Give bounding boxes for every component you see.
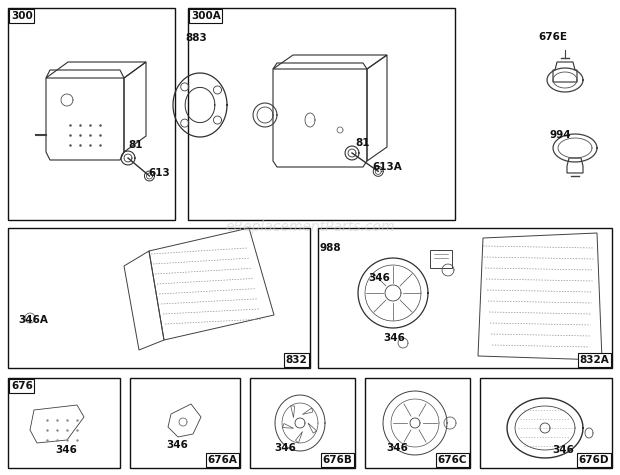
Text: 676D: 676D [578, 455, 609, 465]
Text: 613A: 613A [372, 162, 402, 172]
Bar [130, 378, 240, 468]
Text: 988: 988 [320, 243, 342, 253]
Text: 346A: 346A [18, 315, 48, 325]
Text: 832A: 832A [579, 355, 609, 365]
Bar [250, 378, 355, 468]
Text: 346: 346 [368, 273, 390, 283]
Text: 994: 994 [550, 130, 572, 140]
Text: 883: 883 [185, 33, 206, 43]
Text: 300: 300 [11, 11, 33, 21]
Bar [8, 228, 310, 368]
Bar [188, 8, 455, 220]
Text: 346: 346 [552, 445, 574, 455]
Text: 346: 346 [274, 443, 296, 453]
Text: 81: 81 [128, 140, 143, 150]
Text: 676E: 676E [538, 32, 567, 42]
Text: eReplacementParts.com: eReplacementParts.com [225, 220, 395, 235]
Text: 346: 346 [386, 443, 408, 453]
Text: 676C: 676C [438, 455, 467, 465]
Text: 346: 346 [383, 333, 405, 343]
Bar [8, 8, 175, 220]
Bar [8, 378, 120, 468]
Text: 676B: 676B [322, 455, 352, 465]
Bar [365, 378, 470, 468]
Text: 346: 346 [166, 440, 188, 450]
Bar [480, 378, 612, 468]
Text: 832: 832 [285, 355, 307, 365]
Text: 346: 346 [55, 445, 77, 455]
Text: 676: 676 [11, 381, 33, 391]
Bar [318, 228, 612, 368]
Text: 613: 613 [148, 168, 170, 178]
Bar [430, 250, 452, 268]
Text: 676A: 676A [207, 455, 237, 465]
Text: 300A: 300A [191, 11, 221, 21]
Text: 81: 81 [355, 138, 370, 148]
